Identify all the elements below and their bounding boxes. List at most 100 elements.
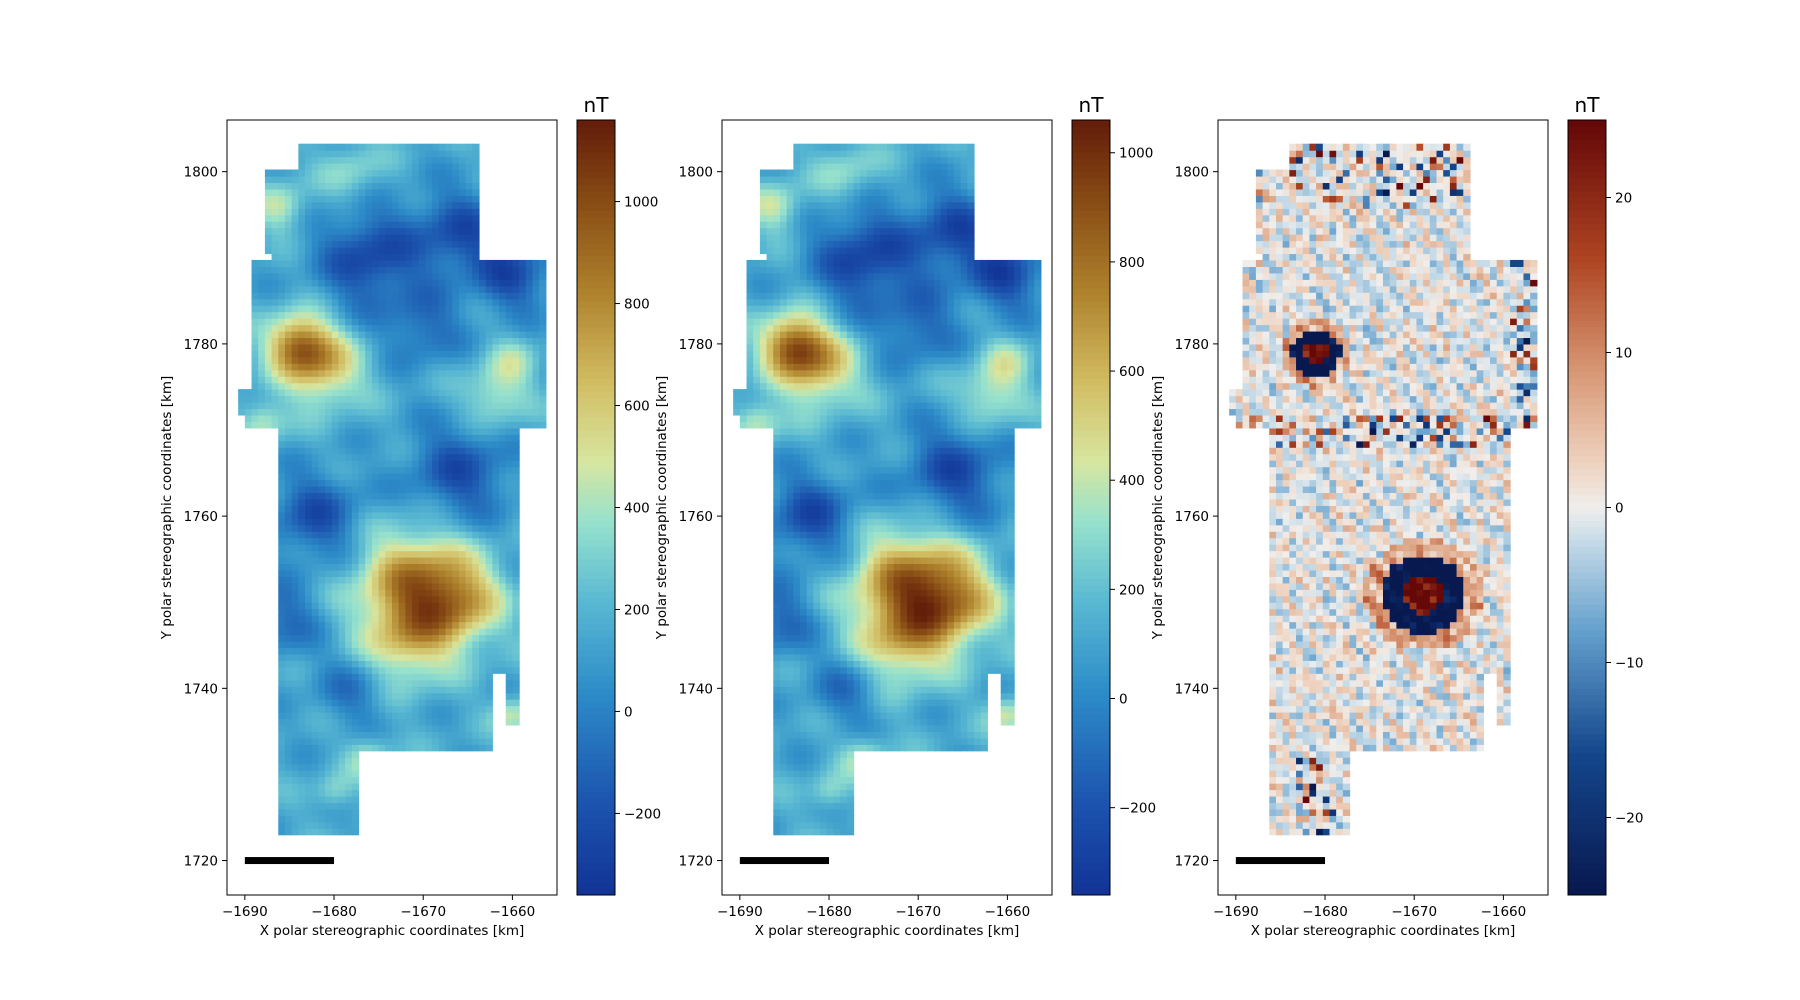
heatmap-cell: [432, 356, 440, 364]
heatmap-cell: [793, 356, 801, 364]
heatmap-cell: [485, 376, 493, 384]
heatmap-cell: [325, 150, 333, 158]
heatmap-cell: [412, 679, 420, 687]
heatmap-cell: [766, 389, 774, 397]
heatmap-cell: [405, 247, 413, 255]
colorbar-segment: [577, 378, 615, 386]
heatmap-cell: [438, 227, 447, 235]
heatmap-cell: [425, 240, 433, 248]
heatmap-cell: [532, 414, 540, 422]
heatmap-cell: [278, 447, 286, 455]
heatmap-cell: [271, 214, 279, 222]
heatmap-cell: [351, 356, 360, 364]
heatmap-cell: [338, 776, 346, 784]
heatmap-cell: [813, 815, 821, 823]
heatmap-cell: [392, 143, 400, 151]
heatmap-cell: [311, 363, 320, 371]
heatmap-cell: [305, 686, 313, 694]
heatmap-cell: [478, 511, 487, 519]
heatmap-cell: [478, 595, 487, 603]
heatmap-cell: [813, 802, 821, 810]
heatmap-cell: [305, 485, 313, 494]
heatmap-cell: [318, 318, 326, 326]
heatmap-cell: [298, 621, 306, 629]
heatmap-cell: [298, 421, 306, 429]
heatmap-cell: [405, 737, 413, 745]
heatmap-cell: [305, 466, 313, 474]
heatmap-cell: [478, 712, 487, 720]
heatmap-cell: [445, 279, 453, 287]
heatmap-cell: [492, 563, 500, 571]
heatmap-cell: [813, 828, 821, 836]
heatmap-cell: [485, 460, 493, 468]
heatmap-cell: [826, 563, 835, 571]
heatmap-cell: [358, 595, 366, 603]
heatmap-cell: [833, 421, 841, 429]
heatmap-cell: [492, 498, 500, 506]
heatmap-cell: [298, 266, 306, 274]
heatmap-cell: [305, 815, 313, 823]
heatmap-cell: [258, 376, 266, 384]
colorbar-segment: [577, 449, 615, 457]
heatmap-cell: [385, 537, 393, 545]
heatmap-cell: [806, 221, 815, 229]
heatmap-cell: [392, 589, 400, 597]
heatmap-cell: [338, 763, 346, 771]
heatmap-cell: [351, 776, 360, 784]
heatmap-cell: [512, 356, 520, 364]
heatmap-cell: [492, 330, 500, 339]
heatmap-cell: [786, 434, 794, 442]
heatmap-cell: [485, 498, 493, 506]
heatmap-cell: [378, 640, 386, 649]
heatmap-cell: [833, 628, 841, 636]
heatmap-cell: [325, 473, 333, 481]
heatmap-cell: [298, 279, 306, 287]
heatmap-cell: [318, 776, 326, 784]
heatmap-cell: [365, 640, 373, 649]
heatmap-cell: [519, 389, 527, 397]
heatmap-cell: [371, 479, 380, 487]
heatmap-cell: [813, 479, 821, 487]
heatmap-cell: [318, 253, 326, 261]
heatmap-cell: [445, 485, 453, 494]
heatmap-cell: [786, 537, 794, 545]
heatmap-cell: [458, 621, 467, 629]
heatmap-cell: [318, 821, 326, 829]
heatmap-cell: [298, 505, 306, 513]
heatmap-cell: [284, 731, 293, 739]
colorbar-segment: [577, 778, 615, 786]
heatmap-cell: [338, 783, 346, 791]
heatmap-cell: [305, 408, 313, 416]
heatmap-cell: [800, 653, 808, 661]
heatmap-cell: [472, 569, 480, 577]
heatmap-cell: [833, 266, 841, 274]
heatmap-cell: [311, 653, 320, 661]
heatmap-cell: [465, 589, 473, 597]
heatmap-cell: [392, 602, 400, 610]
heatmap-cell: [505, 647, 514, 655]
heatmap-cell: [438, 337, 447, 345]
heatmap-cell: [759, 343, 768, 351]
heatmap-cell: [412, 563, 420, 571]
heatmap-cell: [338, 647, 346, 655]
colorbar-segment: [577, 139, 615, 147]
heatmap-cell: [291, 518, 299, 526]
colorbar-segment: [577, 300, 615, 308]
heatmap-cell: [492, 660, 500, 668]
heatmap-cell: [412, 253, 420, 261]
heatmap-cell: [405, 569, 413, 577]
heatmap-cell: [766, 208, 774, 216]
heatmap-cell: [271, 369, 279, 377]
heatmap-cell: [432, 666, 440, 674]
heatmap-cell: [325, 518, 333, 526]
colorbar-segment: [577, 772, 615, 780]
heatmap-cell: [351, 427, 360, 435]
heatmap-cell: [284, 518, 293, 526]
heatmap-cell: [284, 750, 293, 758]
heatmap-cell: [284, 692, 293, 700]
heatmap-cell: [318, 324, 326, 332]
heatmap-cell: [465, 511, 473, 519]
heatmap-cell: [331, 440, 340, 448]
heatmap-cell: [445, 292, 453, 300]
heatmap-cell: [753, 343, 761, 351]
